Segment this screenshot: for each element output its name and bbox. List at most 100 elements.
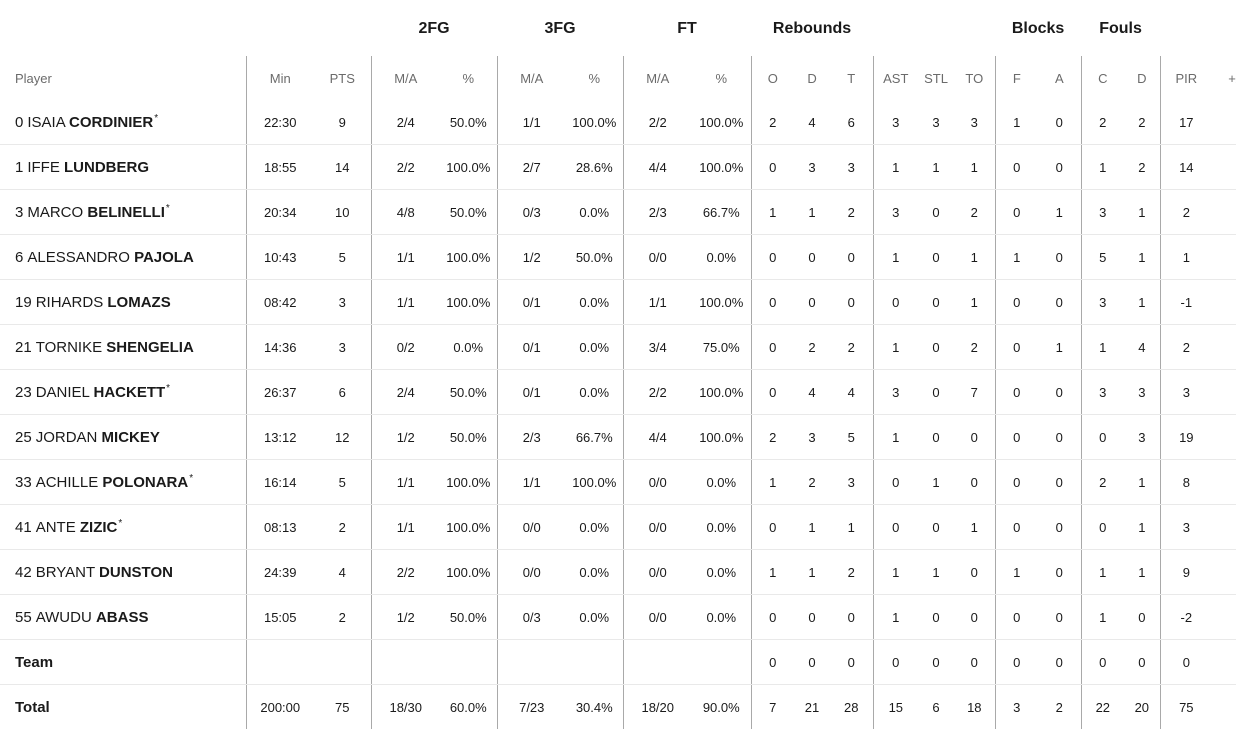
fg3-ma-cell: 1/1	[497, 100, 566, 145]
blk-a-header: A	[1038, 56, 1081, 100]
ft-ma-cell: 3/4	[623, 325, 692, 370]
fg2-ma-cell: 18/30	[371, 685, 440, 729]
foul-c-cell: 0	[1081, 505, 1124, 550]
fg3-pct-cell: 0.0%	[566, 280, 623, 325]
reb-t-cell: 2	[830, 190, 873, 235]
ft-ma-cell: 2/3	[623, 190, 692, 235]
reb-t-cell: 3	[830, 460, 873, 505]
fg3-pct-cell: 0.0%	[566, 190, 623, 235]
ast-cell: 0	[873, 460, 918, 505]
fg3-pct-cell: 100.0%	[566, 100, 623, 145]
fg2-ma-header: M/A	[371, 56, 440, 100]
stl-cell: 1	[918, 460, 954, 505]
player-last-name: HACKETT	[94, 384, 166, 401]
plus-minus-cell	[1212, 145, 1236, 190]
foul-d-cell: 1	[1124, 190, 1160, 235]
to-cell: 1	[954, 145, 995, 190]
player-last-name: SHENGELIA	[106, 339, 194, 356]
ft-pct-header: %	[692, 56, 751, 100]
reb-t-cell: 0	[830, 280, 873, 325]
stl-cell: 0	[918, 280, 954, 325]
reb-t-cell: 0	[830, 235, 873, 280]
fg2-pct-cell: 50.0%	[440, 415, 497, 460]
ft-ma-cell: 1/1	[623, 280, 692, 325]
pts-cell: 10	[314, 190, 371, 235]
blk-a-cell: 2	[1038, 685, 1081, 729]
min-cell	[246, 640, 314, 685]
player-first-name: IFFE	[27, 159, 60, 176]
pts-cell: 4	[314, 550, 371, 595]
ast-cell: 0	[873, 505, 918, 550]
starter-mark: *	[166, 383, 170, 394]
fg2-pct-cell	[440, 640, 497, 685]
fg2-ma-cell: 1/1	[371, 235, 440, 280]
blk-a-cell: 0	[1038, 505, 1081, 550]
reb-d-cell: 3	[794, 415, 830, 460]
stl-cell: 0	[918, 415, 954, 460]
player-first-name: ALESSANDRO	[27, 249, 130, 266]
blk-a-cell: 0	[1038, 550, 1081, 595]
fg2-pct-cell: 50.0%	[440, 370, 497, 415]
fg2-pct-cell: 100.0%	[440, 460, 497, 505]
ast-header: AST	[873, 56, 918, 100]
fg2-ma-cell: 2/4	[371, 370, 440, 415]
group-header-rebounds: Rebounds	[751, 0, 873, 56]
blk-f-cell: 0	[995, 640, 1038, 685]
stl-cell: 0	[918, 190, 954, 235]
pir-cell: 75	[1160, 685, 1212, 729]
player-last-name: CORDINIER	[69, 114, 153, 131]
fg3-pct-cell: 0.0%	[566, 325, 623, 370]
foul-c-cell: 5	[1081, 235, 1124, 280]
player-last-name: DUNSTON	[99, 564, 173, 581]
player-number: 42	[15, 564, 32, 581]
blk-a-cell: 0	[1038, 280, 1081, 325]
pts-cell: 9	[314, 100, 371, 145]
to-cell: 1	[954, 280, 995, 325]
group-header-spacer-3	[1160, 0, 1236, 56]
fg3-ma-cell: 1/1	[497, 460, 566, 505]
reb-o-cell: 7	[751, 685, 794, 729]
reb-d-cell: 21	[794, 685, 830, 729]
reb-t-cell: 4	[830, 370, 873, 415]
player-first-name: ISAIA	[27, 114, 65, 131]
fg3-pct-cell	[566, 640, 623, 685]
stl-header: STL	[918, 56, 954, 100]
stl-cell: 0	[918, 235, 954, 280]
reb-t-cell: 3	[830, 145, 873, 190]
ft-pct-cell: 100.0%	[692, 145, 751, 190]
player-first-name: TORNIKE	[36, 339, 102, 356]
reb-d-cell: 3	[794, 145, 830, 190]
reb-d-cell: 1	[794, 550, 830, 595]
reb-d-cell: 2	[794, 325, 830, 370]
reb-o-cell: 1	[751, 460, 794, 505]
ft-ma-cell: 18/20	[623, 685, 692, 729]
pir-cell: -2	[1160, 595, 1212, 640]
blk-a-cell: 0	[1038, 370, 1081, 415]
blk-a-cell: 0	[1038, 100, 1081, 145]
pts-header: PTS	[314, 56, 371, 100]
fg3-pct-cell: 0.0%	[566, 550, 623, 595]
plus-minus-cell	[1212, 100, 1236, 145]
min-cell: 200:00	[246, 685, 314, 729]
ft-ma-header: M/A	[623, 56, 692, 100]
pir-header: PIR	[1160, 56, 1212, 100]
plus-minus-cell	[1212, 370, 1236, 415]
player-last-name: MICKEY	[102, 429, 160, 446]
reb-o-cell: 1	[751, 550, 794, 595]
fg3-ma-header: M/A	[497, 56, 566, 100]
blk-f-cell: 0	[995, 460, 1038, 505]
fg3-ma-cell: 2/7	[497, 145, 566, 190]
ft-pct-cell: 0.0%	[692, 595, 751, 640]
fg3-ma-cell: 0/0	[497, 505, 566, 550]
foul-d-cell: 0	[1124, 640, 1160, 685]
player-last-name: LOMAZS	[107, 294, 170, 311]
to-cell: 1	[954, 235, 995, 280]
